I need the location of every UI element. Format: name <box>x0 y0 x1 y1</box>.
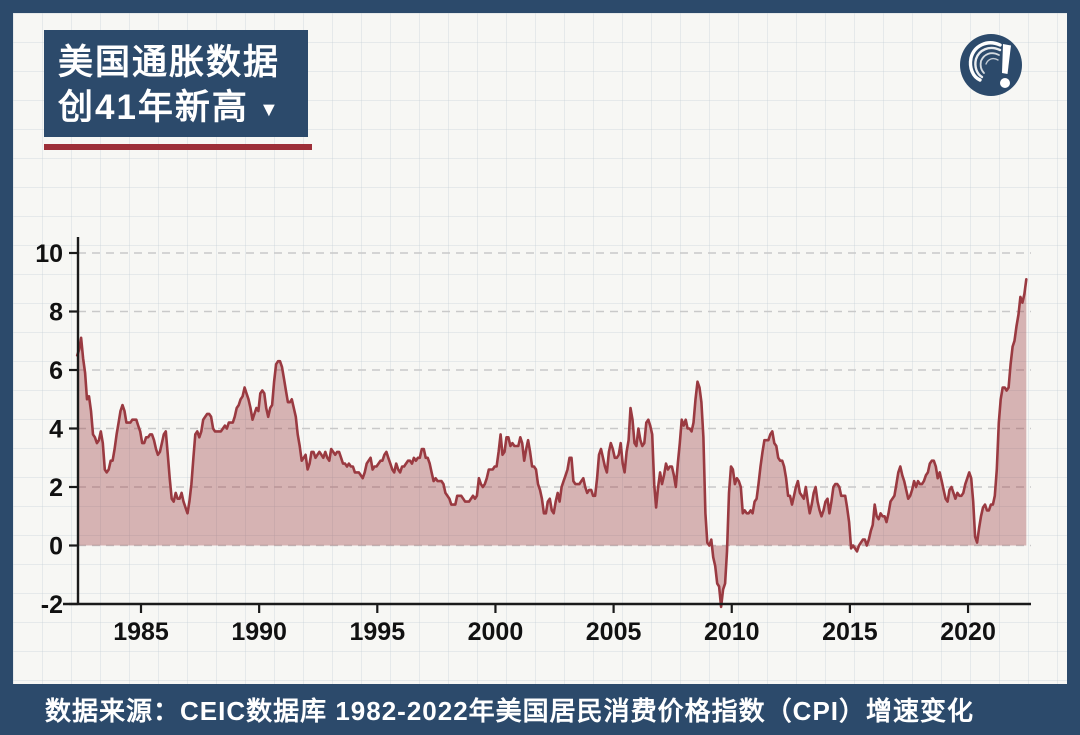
svg-text:1995: 1995 <box>349 618 405 646</box>
svg-text:1985: 1985 <box>113 618 169 646</box>
svg-text:2005: 2005 <box>586 618 642 646</box>
svg-text:10: 10 <box>35 240 63 268</box>
brand-logo-icon <box>960 34 1022 96</box>
triangle-down-icon: ▼ <box>258 99 279 121</box>
svg-text:6: 6 <box>49 357 63 385</box>
svg-text:-2: -2 <box>41 591 63 619</box>
svg-text:2015: 2015 <box>822 618 878 646</box>
svg-text:8: 8 <box>49 299 63 327</box>
svg-text:1990: 1990 <box>231 618 287 646</box>
title-badge: 美国通胀数据 创41年新高 ▼ <box>44 30 308 137</box>
svg-text:2: 2 <box>49 474 63 502</box>
title-underline <box>44 144 312 150</box>
source-footer-text: 数据来源：CEIC数据库 1982-2022年美国居民消费价格指数（CPI）增速… <box>45 696 975 726</box>
page-title-line2-text: 创41年新高 <box>58 88 249 127</box>
source-footer: 数据来源：CEIC数据库 1982-2022年美国居民消费价格指数（CPI）增速… <box>0 684 1080 735</box>
svg-text:2020: 2020 <box>940 618 996 646</box>
svg-text:0: 0 <box>49 533 63 561</box>
svg-text:2000: 2000 <box>468 618 524 646</box>
svg-text:4: 4 <box>49 416 63 444</box>
svg-text:2010: 2010 <box>704 618 760 646</box>
page-title-line2: 创41年新高 ▼ <box>58 85 308 133</box>
page-title-line1: 美国通胀数据 <box>58 43 281 82</box>
